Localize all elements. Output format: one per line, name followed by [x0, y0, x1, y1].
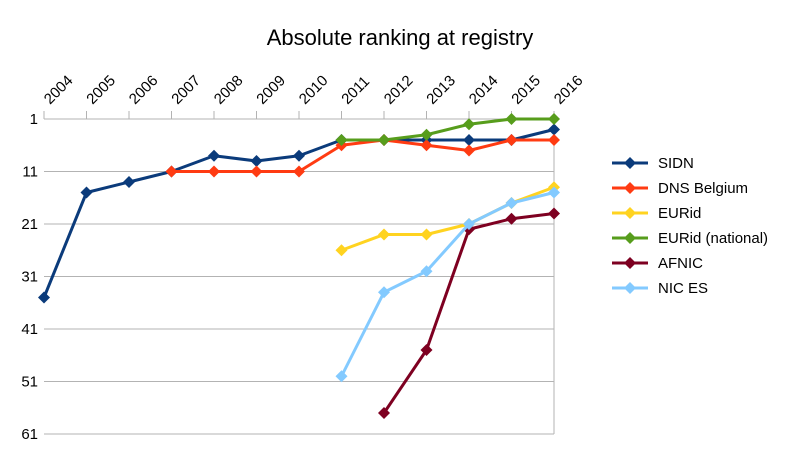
x-tick-label: 2007 [168, 72, 204, 108]
data-point [463, 144, 475, 157]
y-tick-label: 11 [22, 164, 38, 181]
data-point [250, 155, 263, 167]
data-point [80, 186, 93, 199]
data-point [208, 165, 220, 178]
legend-label: NIC ES [658, 280, 708, 297]
series-line [341, 117, 554, 142]
data-point [505, 212, 518, 225]
y-tick-label: 1 [30, 111, 38, 128]
data-point [378, 286, 390, 299]
data-point [548, 207, 560, 220]
data-point [378, 407, 390, 419]
legend-label: AFNIC [658, 255, 703, 272]
legend-label: DNS Belgium [658, 180, 748, 197]
data-point [293, 149, 305, 162]
legend-item: SIDN [612, 155, 694, 172]
x-tick-label: 2015 [508, 72, 544, 108]
y-tick-label: 61 [21, 426, 38, 443]
x-tick-label: 2014 [466, 72, 502, 108]
data-point [250, 165, 263, 178]
y-tick-label: 41 [21, 321, 38, 338]
series-line [382, 212, 555, 414]
data-point [463, 218, 475, 230]
data-point [505, 134, 518, 146]
y-tick-label: 21 [21, 216, 38, 233]
legend-item: AFNIC [612, 255, 703, 272]
x-tick-label: 2004 [41, 72, 77, 108]
series-line [171, 138, 554, 173]
legend-item: NIC ES [612, 280, 708, 297]
x-axis-tick-labels: 2004 2005 2006 2007 2008 2009 2010 2011 2012 2013… [41, 72, 587, 108]
legend-item: DNS Belgium [612, 180, 748, 197]
legend-swatch-marker [624, 232, 636, 244]
x-tick-label: 2010 [296, 72, 332, 108]
data-point [463, 134, 475, 146]
legend-label: EURid [658, 205, 701, 222]
data-point [420, 128, 433, 141]
series-nic-es [335, 186, 560, 383]
legend: SIDN DNS Belgium EURid EURid (national) AFNI… [612, 155, 768, 297]
data-point [420, 265, 433, 278]
series-eurid-national [335, 113, 560, 146]
y-tick-label: 51 [21, 374, 38, 391]
legend-item: EURid [612, 205, 701, 222]
legend-swatch-marker [624, 282, 636, 294]
data-point [335, 370, 348, 383]
legend-swatch-marker [624, 207, 636, 219]
series-line [340, 191, 555, 377]
series-eurid [335, 181, 560, 257]
legend-label: EURid (national) [658, 230, 768, 247]
legend-label: SIDN [658, 155, 694, 172]
data-point [548, 134, 560, 146]
data-point [378, 228, 390, 241]
data-point [335, 134, 348, 146]
legend-swatch-marker [624, 157, 636, 169]
data-point [293, 165, 305, 178]
x-tick-label: 2008 [211, 72, 247, 108]
data-point [548, 186, 560, 199]
data-point [505, 197, 518, 209]
x-tick-label: 2013 [423, 72, 459, 108]
gridlines [43, 111, 555, 435]
data-point [378, 134, 390, 146]
x-tick-label: 2016 [551, 72, 587, 108]
series-afnic [378, 207, 560, 419]
data-point [420, 139, 433, 152]
series-dns-belgium [165, 134, 560, 178]
legend-swatch-marker [624, 257, 636, 269]
data-point [505, 113, 518, 125]
chart-title: Absolute ranking at registry [267, 25, 534, 50]
data-point [463, 118, 475, 131]
data-point [420, 344, 433, 356]
data-point [420, 228, 433, 241]
x-tick-label: 2005 [83, 72, 119, 108]
legend-item: EURid (national) [612, 230, 768, 247]
data-point [208, 149, 220, 162]
data-point [38, 291, 50, 304]
data-point [335, 244, 348, 257]
legend-swatch-marker [624, 182, 636, 194]
data-point [548, 123, 560, 136]
x-tick-label: 2012 [381, 72, 417, 108]
x-tick-label: 2009 [253, 72, 289, 108]
data-point [123, 176, 135, 188]
data-point [548, 113, 560, 125]
y-tick-label: 31 [21, 269, 38, 286]
series-lines [38, 113, 560, 419]
data-point [165, 165, 178, 178]
x-tick-label: 2006 [126, 72, 162, 108]
x-tick-label: 2011 [338, 73, 373, 108]
